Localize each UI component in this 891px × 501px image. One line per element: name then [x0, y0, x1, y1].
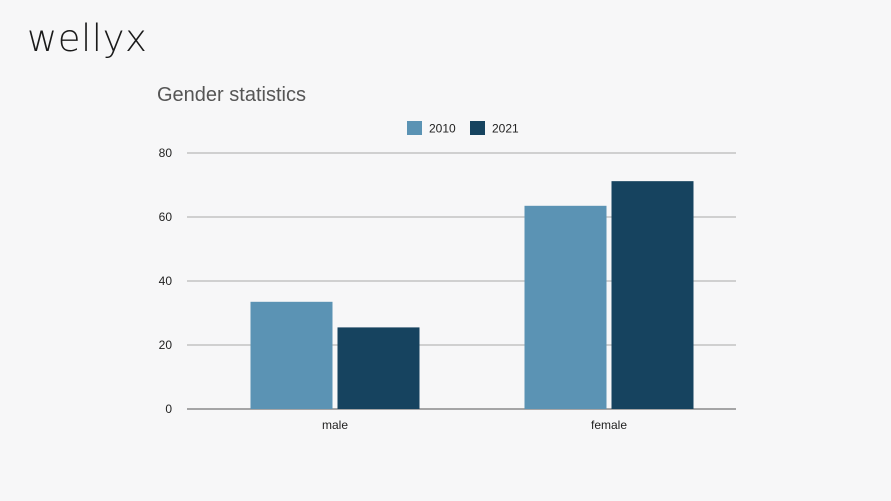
y-tick-label-20: 20	[159, 338, 173, 352]
y-tick-label-0: 0	[165, 402, 172, 416]
y-tick-label-60: 60	[159, 210, 173, 224]
wellyx-logo: wellyx	[27, 17, 148, 60]
y-tick-label-40: 40	[159, 274, 173, 288]
bar-male-2010	[250, 301, 333, 409]
legend-swatch-2021	[470, 121, 485, 135]
x-tick-label-female: female	[591, 418, 627, 432]
legend-label-2021: 2021	[492, 122, 519, 136]
bar-female-2010	[524, 205, 607, 409]
x-tick-label-male: male	[322, 418, 348, 432]
chart-title: Gender statistics	[157, 84, 306, 106]
bar-female-2021	[611, 181, 694, 409]
legend-swatch-2010	[407, 121, 422, 135]
bar-male-2021	[337, 327, 420, 409]
y-tick-label-80: 80	[159, 146, 173, 160]
legend-label-2010: 2010	[429, 122, 456, 136]
